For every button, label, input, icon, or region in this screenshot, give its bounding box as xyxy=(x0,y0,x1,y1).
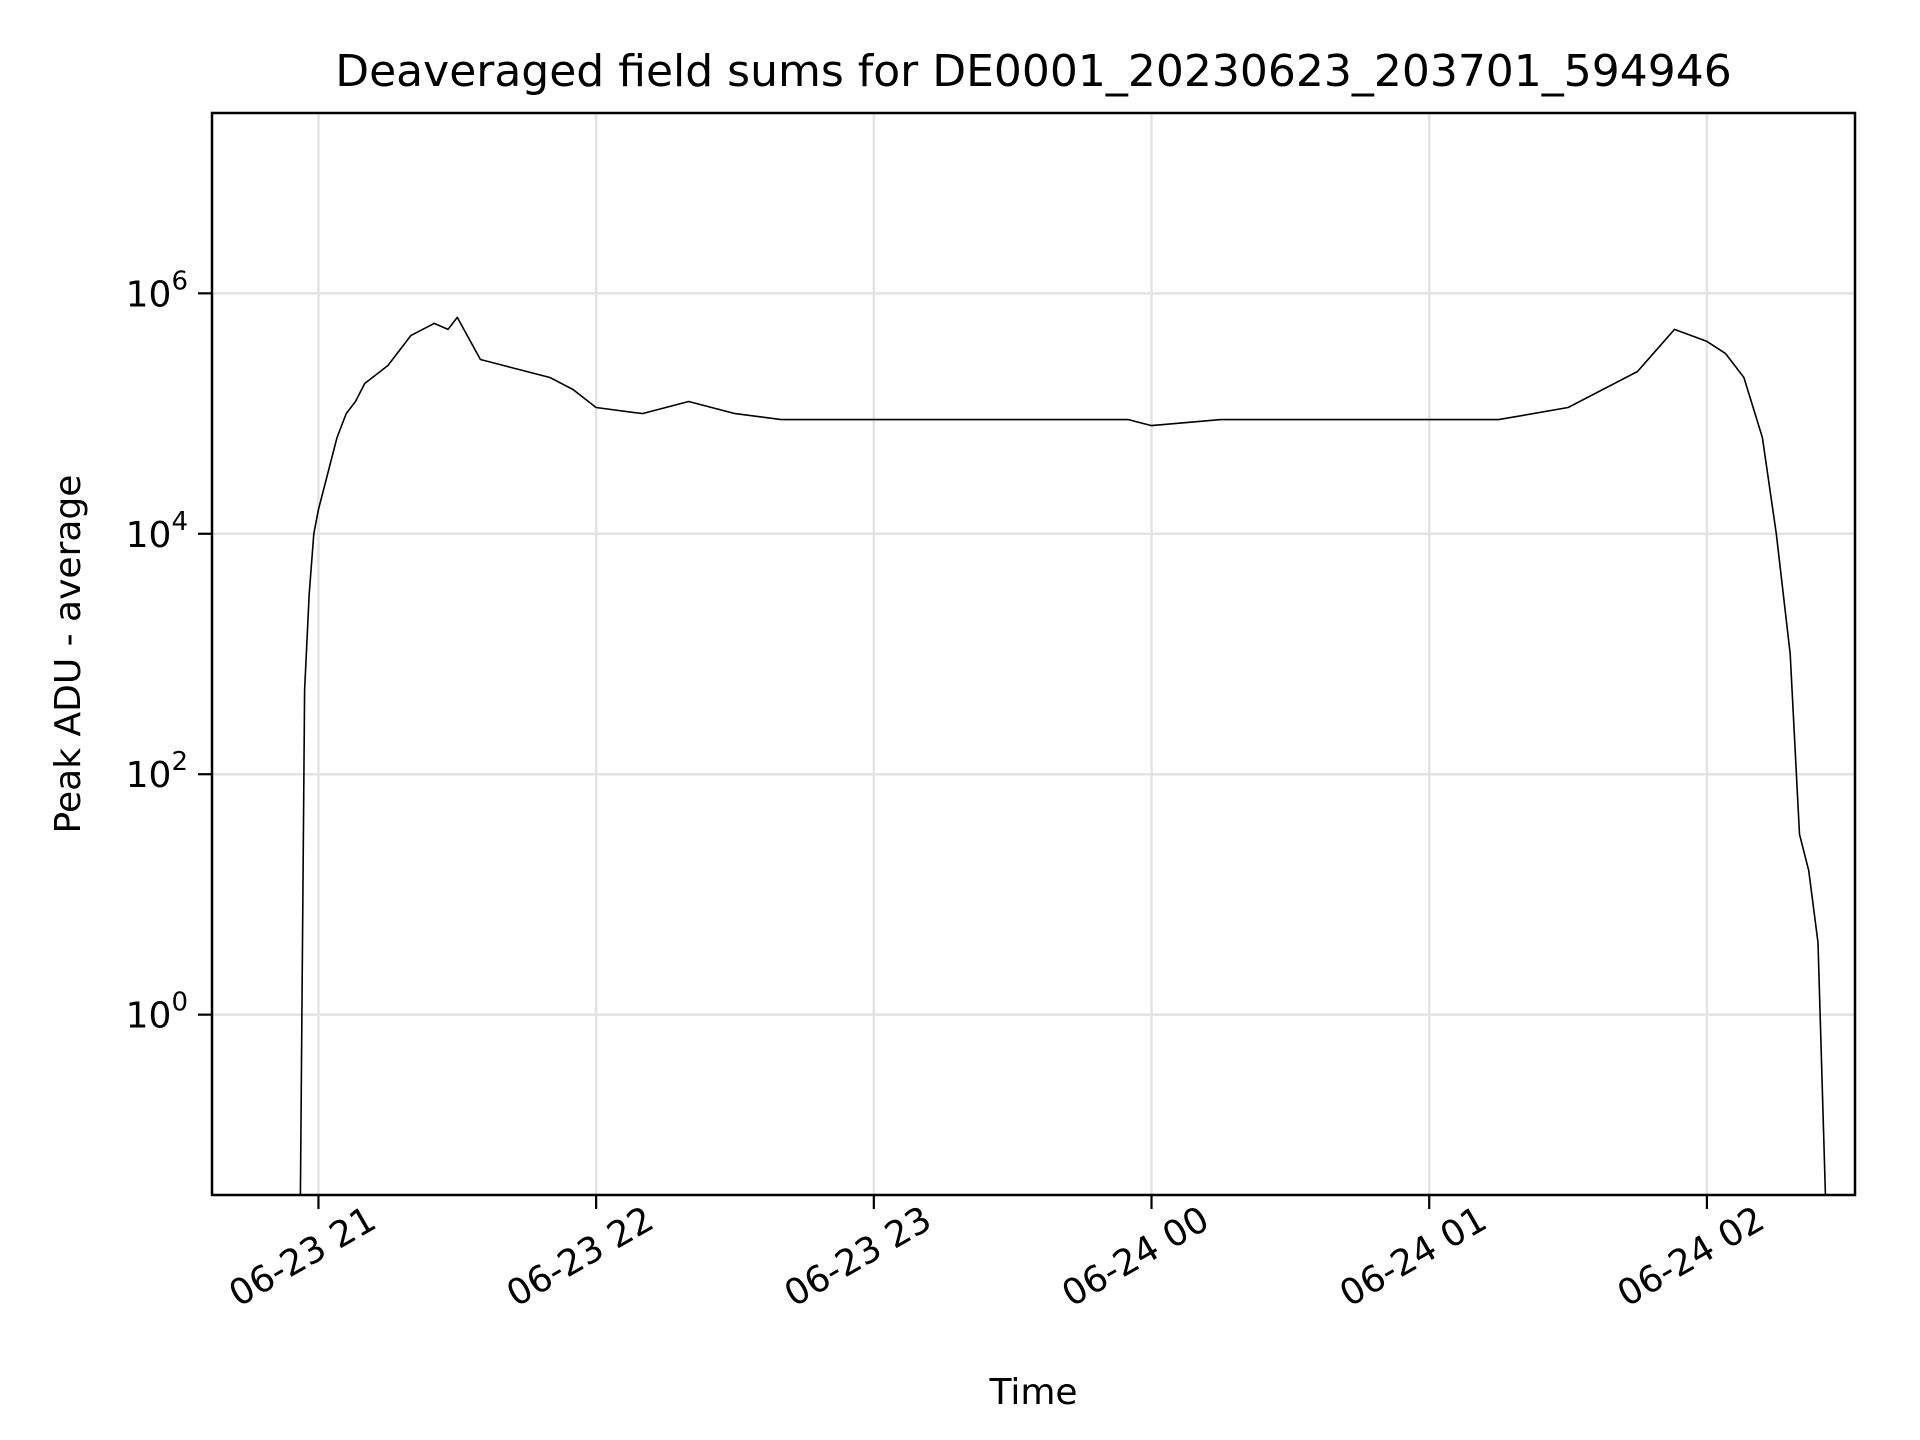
y-tick-label: 100 xyxy=(126,988,188,1037)
y-axis-label: Peak ADU - average xyxy=(48,475,89,834)
y-tick-exponent: 2 xyxy=(171,747,188,777)
y-tick-base: 10 xyxy=(126,515,172,556)
series-layer xyxy=(299,316,1827,1195)
grid xyxy=(212,113,1855,1195)
series-line xyxy=(299,316,1827,1195)
y-tick-label: 104 xyxy=(126,507,188,556)
x-axis-label: Time xyxy=(988,1372,1077,1413)
chart-title: Deaveraged field sums for DE0001_2023062… xyxy=(335,46,1732,97)
y-tick-base: 10 xyxy=(126,996,172,1037)
y-tick-base: 10 xyxy=(126,755,172,796)
y-tick-exponent: 0 xyxy=(171,988,188,1018)
y-tick-exponent: 6 xyxy=(171,266,188,296)
y-tick-label: 102 xyxy=(126,747,188,796)
plot-frame xyxy=(210,111,1857,1197)
y-tick-exponent: 4 xyxy=(171,507,188,537)
y-tick-base: 10 xyxy=(126,274,172,315)
y-tick-label: 106 xyxy=(126,266,188,315)
